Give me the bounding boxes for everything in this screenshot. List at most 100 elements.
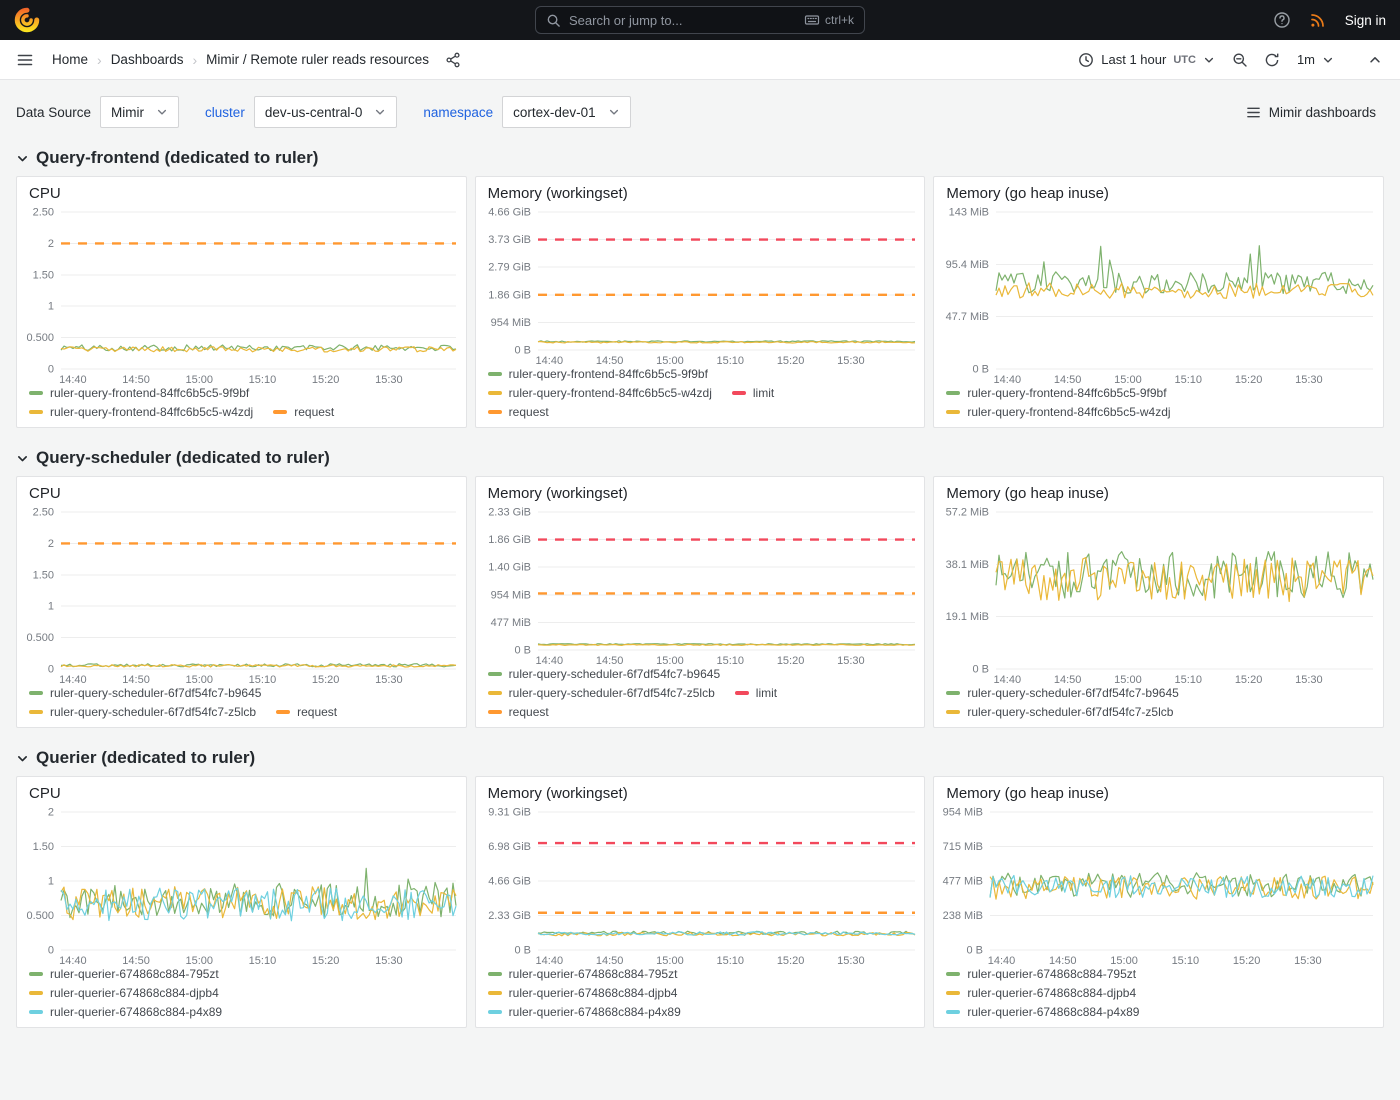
series-color-swatch [273,410,288,414]
legend-item[interactable]: ruler-querier-674868c884-p4x89 [29,1005,222,1019]
time-range-picker[interactable]: Last 1 hour UTC [1070,45,1223,75]
legend-item[interactable]: ruler-query-scheduler-6f7df54fc7-b9645 [487,667,720,681]
legend-item[interactable]: limit [734,686,777,700]
grafana-logo[interactable] [14,7,40,33]
section-header-query-scheduler[interactable]: Query-scheduler (dedicated to ruler) [0,448,1400,468]
breadcrumb-dashboards[interactable]: Dashboards [110,52,184,67]
panel-title[interactable]: Memory (workingset) [487,785,628,802]
svg-text:15:30: 15:30 [1295,674,1323,686]
svg-text:1: 1 [48,601,54,613]
svg-text:15:00: 15:00 [1115,374,1143,386]
legend-label: ruler-querier-674868c884-795zt [50,967,219,981]
help-icon[interactable] [1273,11,1291,29]
time-series-chart[interactable]: 2.50 2 1.50 1 0.500 0 14:40 14:50 15:00 15:10 15:2… [17,504,466,686]
chart-canvas: 2.50 2 1.50 1 0.500 0 14:40 14:50 15:00 15:10 15:2… [26,507,457,686]
svg-text:19.1 MiB: 19.1 MiB [946,611,989,623]
share-icon[interactable] [438,45,468,75]
legend-item[interactable]: ruler-query-scheduler-6f7df54fc7-b9645 [29,686,261,700]
panel-title[interactable]: CPU [29,485,61,502]
legend-item[interactable]: ruler-querier-674868c884-p4x89 [487,1005,681,1019]
search-input[interactable]: Search or jump to... ctrl+k [535,6,865,34]
legend-item[interactable]: ruler-query-scheduler-6f7df54fc7-z5lcb [29,705,256,719]
series-color-swatch [487,972,502,976]
menu-icon[interactable] [10,45,40,75]
legend-item[interactable]: ruler-query-frontend-84ffc6b5c5-w4zdj [946,405,1171,419]
dashboard-controls: Data Source Mimir cluster dev-us-central… [0,80,1400,128]
svg-text:0 B: 0 B [973,664,990,676]
legend-item[interactable]: ruler-query-frontend-84ffc6b5c5-9f9bf [946,386,1167,400]
svg-text:1: 1 [48,876,54,888]
mimir-dashboards-button[interactable]: Mimir dashboards [1238,96,1384,128]
legend-item[interactable]: ruler-querier-674868c884-795zt [487,967,677,981]
breadcrumb-home[interactable]: Home [52,52,89,67]
section-querier: Querier (dedicated to ruler) CPU 2 1.50 1 0… [0,748,1400,1028]
series-color-swatch [946,1010,961,1014]
datasource-select[interactable]: Mimir [100,96,180,128]
refresh-icon[interactable] [1257,45,1287,75]
legend-item[interactable]: request [487,405,549,419]
legend-item[interactable]: ruler-query-frontend-84ffc6b5c5-w4zdj [29,405,253,419]
svg-text:954 MiB: 954 MiB [943,807,983,819]
legend-item[interactable]: request [273,405,334,419]
section-header-query-frontend[interactable]: Query-frontend (dedicated to ruler) [0,148,1400,168]
svg-text:15:30: 15:30 [837,955,865,967]
panel-title[interactable]: Memory (go heap inuse) [946,185,1109,202]
svg-text:15:20: 15:20 [776,955,804,967]
panel-title[interactable]: Memory (go heap inuse) [946,485,1109,502]
svg-text:15:10: 15:10 [249,674,277,686]
svg-text:4.66 GiB: 4.66 GiB [488,207,531,219]
legend-item[interactable]: ruler-querier-674868c884-djpb4 [946,986,1136,1000]
svg-text:14:40: 14:40 [535,355,563,367]
svg-text:0.500: 0.500 [26,332,54,344]
svg-text:15:00: 15:00 [185,374,213,386]
chart-canvas: 2.50 2 1.50 1 0.500 0 14:40 14:50 15:00 15:10 15:2… [26,207,457,386]
time-series-chart[interactable]: 4.66 GiB 3.73 GiB 2.79 GiB 1.86 GiB 954 MiB 0… [476,204,925,367]
time-series-chart[interactable]: 2 1.50 1 0.500 0 14:40 14:50 15:00 15:10 15:20 15:… [17,804,466,967]
series-color-swatch [29,1010,43,1014]
svg-text:15:10: 15:10 [1172,955,1200,967]
panel-title[interactable]: Memory (workingset) [487,485,628,502]
svg-text:238 MiB: 238 MiB [943,910,983,922]
legend-item[interactable]: ruler-query-scheduler-6f7df54fc7-z5lcb [487,686,715,700]
sign-in-link[interactable]: Sign in [1344,12,1386,28]
cluster-select[interactable]: dev-us-central-0 [253,96,398,128]
panel-title[interactable]: CPU [29,785,61,802]
panel-cpu: CPU 2 1.50 1 0.500 0 14:40 14:50 15:00 15:10 15:2… [16,776,467,1028]
legend-item[interactable]: ruler-query-frontend-84ffc6b5c5-w4zdj [487,386,712,400]
legend-item[interactable]: limit [731,386,774,400]
time-series-chart[interactable]: 57.2 MiB 38.1 MiB 19.1 MiB 0 B 14:40 14:50 15:… [934,504,1383,686]
collapse-icon[interactable] [1360,45,1390,75]
section-header-querier[interactable]: Querier (dedicated to ruler) [0,748,1400,768]
legend-item[interactable]: ruler-query-frontend-84ffc6b5c5-9f9bf [487,367,708,381]
time-series-chart[interactable]: 9.31 GiB 6.98 GiB 4.66 GiB 2.33 GiB 0 B 14:40… [476,804,925,967]
svg-text:477 MiB: 477 MiB [490,617,530,629]
refresh-interval-select[interactable]: 1m [1289,45,1342,75]
panel-title[interactable]: Memory (go heap inuse) [946,785,1109,802]
legend-item[interactable]: ruler-querier-674868c884-795zt [946,967,1136,981]
legend-item[interactable]: ruler-query-scheduler-6f7df54fc7-b9645 [946,686,1179,700]
legend-item[interactable]: ruler-querier-674868c884-p4x89 [946,1005,1139,1019]
legend-item[interactable]: ruler-querier-674868c884-djpb4 [29,986,219,1000]
namespace-select[interactable]: cortex-dev-01 [502,96,631,128]
time-series-chart[interactable]: 954 MiB 715 MiB 477 MiB 238 MiB 0 B 14:40 14:5… [934,804,1383,967]
legend-item[interactable]: ruler-query-scheduler-6f7df54fc7-z5lcb [946,705,1173,719]
section-title: Querier (dedicated to ruler) [36,748,256,767]
chevron-down-icon [1204,57,1213,63]
panel-title[interactable]: Memory (workingset) [487,185,628,202]
legend-item[interactable]: ruler-querier-674868c884-djpb4 [487,986,677,1000]
panel-title[interactable]: CPU [29,185,61,202]
time-series-chart[interactable]: 2.33 GiB 1.86 GiB 1.40 GiB 954 MiB 477 MiB 0 … [476,504,925,667]
svg-text:14:40: 14:40 [535,655,563,667]
section-query-frontend: Query-frontend (dedicated to ruler) CPU … [0,148,1400,428]
legend-item[interactable]: ruler-query-frontend-84ffc6b5c5-9f9bf [29,386,249,400]
svg-text:1.86 GiB: 1.86 GiB [488,289,531,301]
legend-label: request [294,405,335,419]
time-series-chart[interactable]: 143 MiB 95.4 MiB 47.7 MiB 0 B 14:40 14:50 15:0… [934,204,1383,386]
time-series-chart[interactable]: 2.50 2 1.50 1 0.500 0 14:40 14:50 15:00 15:10 15:2… [17,204,466,386]
svg-text:0: 0 [48,664,54,676]
legend-item[interactable]: request [487,705,549,719]
news-icon[interactable] [1309,11,1327,29]
legend-item[interactable]: ruler-querier-674868c884-795zt [29,967,219,981]
legend-item[interactable]: request [276,705,337,719]
zoom-out-icon[interactable] [1225,45,1255,75]
